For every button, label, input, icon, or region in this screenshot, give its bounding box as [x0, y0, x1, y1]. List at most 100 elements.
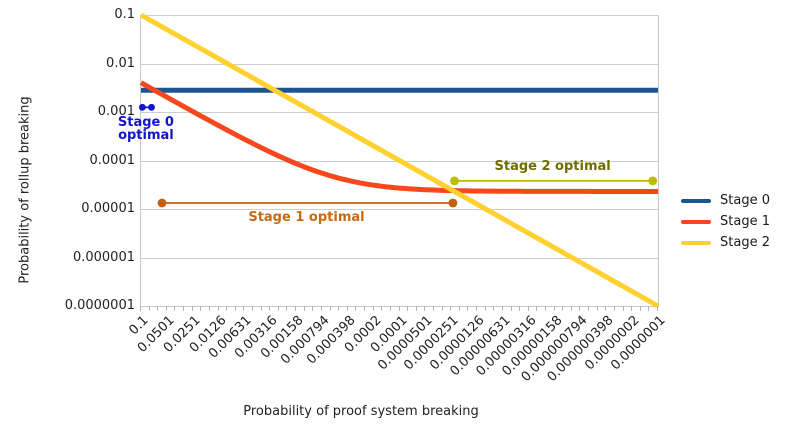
x-axis-tick [613, 306, 615, 311]
annotation-label-line: Stage 0 [117, 115, 174, 131]
x-axis-tick [243, 306, 245, 311]
y-tick-label: 0.0001 [89, 152, 136, 168]
annotation-label-stage-0-optimal: Stage 0 optimal [118, 116, 174, 142]
y-tick-label: 0.0000001 [64, 298, 135, 313]
legend-item-stage-1: Stage 1 [681, 214, 770, 229]
x-axis-tick [544, 306, 546, 311]
annotation-endpoint-dot [648, 176, 658, 186]
x-axis-tick [260, 306, 262, 311]
x-axis-tick [588, 306, 590, 311]
legend-label-stage-2: Stage 2 [720, 235, 770, 250]
annotation-label-stage-2-optimal: Stage 2 optimal [494, 160, 610, 173]
annotation-endpoint-dot [448, 198, 458, 208]
annotation-label-stage-1-optimal: Stage 1 optimal [248, 211, 364, 224]
x-axis-tick [320, 306, 322, 311]
x-axis-tick [140, 306, 141, 311]
x-axis-tick [579, 306, 581, 311]
x-axis-tick [364, 306, 366, 311]
x-axis-tick [536, 306, 538, 311]
y-gridline [141, 257, 658, 259]
plot-area [138, 12, 660, 309]
x-axis-tick [389, 306, 391, 311]
x-axis-tick [407, 306, 409, 311]
x-axis-tick [562, 306, 564, 311]
x-axis-tick [355, 306, 357, 311]
legend: Stage 0 Stage 1 Stage 2 [681, 193, 770, 256]
x-axis-tick [424, 306, 426, 311]
x-axis-tick [381, 306, 383, 311]
y-tick-label: 0.001 [97, 104, 135, 119]
x-axis-tick [217, 306, 219, 311]
x-axis-tick [527, 306, 529, 311]
y-gridline [141, 63, 658, 65]
x-axis-tick [398, 306, 400, 311]
x-axis-tick [200, 306, 202, 311]
x-axis-tick [631, 306, 633, 311]
x-axis-tick [303, 306, 305, 311]
y-tick-label: 0.1 [114, 7, 135, 22]
x-axis-tick [639, 306, 641, 311]
x-axis-tick [174, 306, 176, 311]
x-axis-tick [458, 306, 460, 311]
y-tick-label: 0.00001 [81, 201, 135, 216]
annotation-endpoint-dot [157, 198, 167, 208]
annotation-endpoint-dot [450, 176, 459, 186]
y-tick-label: 0.000001 [72, 249, 135, 265]
x-axis-tick [510, 306, 512, 311]
legend-item-stage-0: Stage 0 [681, 193, 770, 208]
y-gridline [141, 112, 658, 113]
x-axis-tick [415, 306, 417, 311]
x-axis-tick [329, 306, 331, 311]
x-axis-tick [605, 306, 607, 311]
x-axis-tick [208, 306, 210, 311]
y-gridline [141, 15, 658, 16]
x-axis-tick [519, 306, 521, 311]
x-axis-title: Probability of proof system breaking [243, 404, 479, 419]
x-axis-tick [191, 306, 193, 311]
x-axis-tick [501, 306, 503, 311]
annotation-label-line: optimal [118, 128, 174, 144]
x-axis-tick [648, 306, 650, 311]
x-axis-tick [338, 306, 340, 311]
series-line-stage-2 [139, 12, 660, 309]
x-axis-tick [312, 306, 314, 311]
annotation-stage-1-optimal [157, 198, 458, 208]
x-axis-tick [622, 306, 624, 311]
y-gridline [141, 209, 658, 210]
annotation-endpoint-dot [138, 103, 146, 111]
annotation-endpoint-dot [148, 103, 155, 111]
legend-label-stage-0: Stage 0 [720, 193, 770, 208]
x-axis-tick [484, 306, 486, 311]
legend-swatch-stage-2 [681, 240, 711, 245]
legend-label-stage-1: Stage 1 [720, 214, 770, 229]
y-tick-label: 0.01 [106, 55, 135, 71]
x-axis-tick [657, 306, 658, 311]
x-axis-tick [157, 306, 159, 311]
annotation-label-line: Stage 2 optimal [494, 158, 611, 174]
x-axis-tick [432, 306, 434, 311]
x-axis-tick [467, 306, 469, 311]
x-axis-tick [226, 306, 228, 311]
x-axis-tick [596, 306, 598, 311]
x-axis-tick [234, 306, 236, 311]
x-axis-tick [476, 306, 478, 311]
x-axis-tick [252, 306, 254, 311]
annotation-label-line: Stage 1 optimal [248, 209, 365, 225]
series-canvas [138, 12, 660, 309]
x-axis-tick [441, 306, 443, 311]
x-axis-tick [286, 306, 288, 311]
x-axis-tick [269, 306, 271, 311]
legend-swatch-stage-1 [681, 219, 711, 224]
x-axis-tick [295, 306, 297, 311]
x-axis-tick [277, 306, 279, 311]
x-axis-tick [493, 306, 495, 311]
annotation-stage-2-optimal [450, 176, 658, 186]
annotation-stage-0-optimal [138, 103, 155, 111]
x-axis-tick [148, 306, 150, 311]
x-axis-tick [450, 306, 452, 311]
legend-swatch-stage-0 [681, 198, 711, 203]
x-axis-tick [165, 306, 167, 311]
x-axis-tick [570, 306, 572, 311]
x-axis-tick [372, 306, 374, 311]
